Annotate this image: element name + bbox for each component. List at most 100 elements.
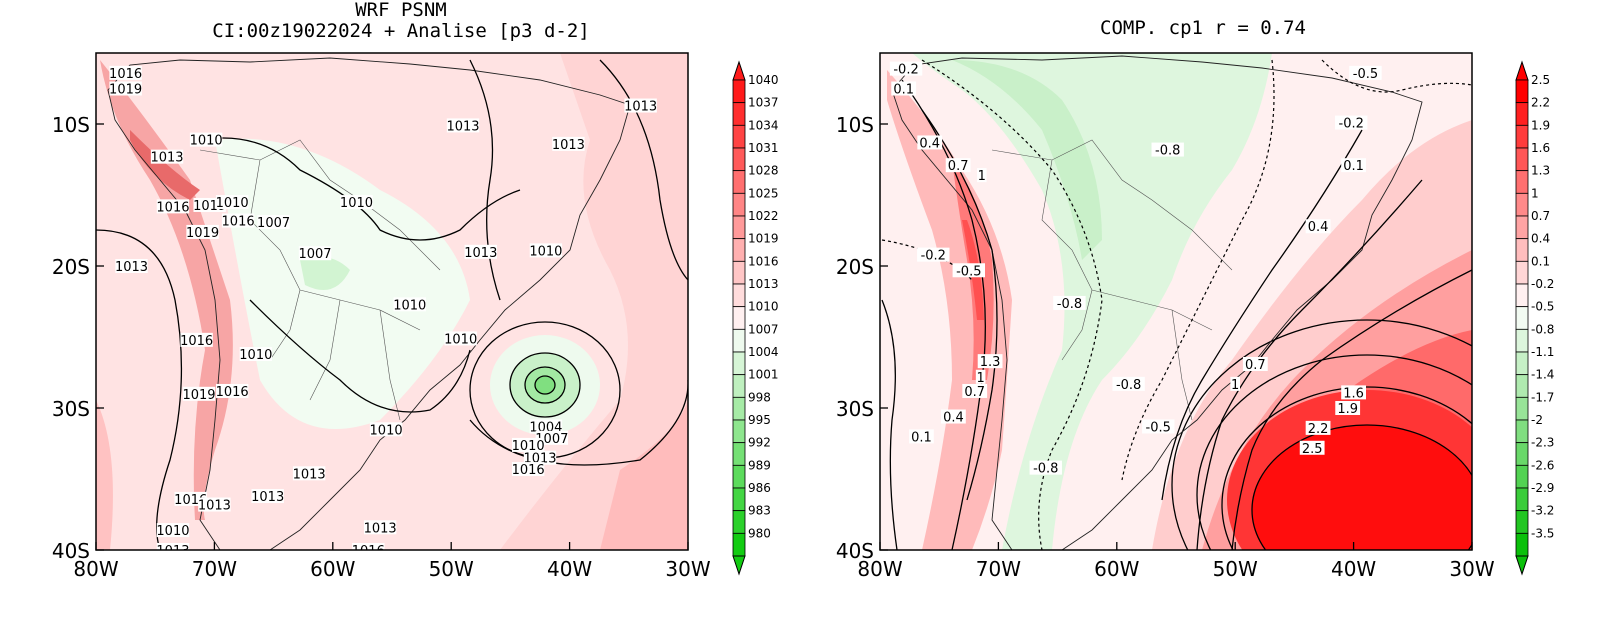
left-contour-label: 1013 bbox=[464, 244, 497, 261]
right-negative-core bbox=[952, 60, 1102, 260]
right-contour-label: -0.2 bbox=[917, 247, 950, 264]
right-colorbar-label: -3.2 bbox=[1531, 504, 1554, 518]
right-colorbar-label: 2.2 bbox=[1531, 96, 1550, 110]
left-colorbar-swatch bbox=[732, 374, 746, 398]
left-contour-label: 1010 bbox=[216, 195, 249, 211]
right-x-tick-label: 60W bbox=[1094, 557, 1139, 581]
right-colorbar-label: -0.8 bbox=[1531, 322, 1554, 336]
left-contour-label: 1019 bbox=[186, 224, 219, 241]
right-colorbar-label: 1.6 bbox=[1531, 141, 1550, 155]
right-colorbar-label: 2.5 bbox=[1531, 73, 1550, 87]
left-contour-1010-south bbox=[249, 299, 471, 413]
left-colorbar-label: 1037 bbox=[748, 96, 779, 110]
right-colorbar-label: 1.3 bbox=[1531, 164, 1550, 178]
right-contour-label: 0.7 bbox=[962, 383, 988, 400]
left-colorbar-label: 1004 bbox=[748, 345, 779, 359]
left-x-tick-label: 40W bbox=[547, 557, 592, 581]
left-colorbar-label: 1019 bbox=[748, 232, 779, 246]
left-contour-label: 1016 bbox=[216, 383, 249, 400]
right-contour-label-text: -0.8 bbox=[1057, 297, 1082, 312]
right-contour-label: 1.3 bbox=[977, 354, 1003, 370]
right-colorbar-swatch bbox=[1515, 532, 1529, 557]
right-y-tick-label: 40S bbox=[836, 539, 874, 563]
left-contour-label: 1016 bbox=[222, 213, 255, 230]
left-colorbar-label: 995 bbox=[748, 413, 771, 427]
left-colorbar-label: 986 bbox=[748, 481, 771, 495]
left-colorbar-swatch bbox=[732, 79, 746, 104]
right-contour-label: 0.4 bbox=[917, 135, 943, 151]
right-contour-label: -0.2 bbox=[889, 61, 923, 78]
left-contour-label: 1010 bbox=[444, 331, 477, 347]
left-contour-label: 1013 bbox=[150, 149, 184, 166]
left-colorbar-swatch bbox=[732, 396, 746, 421]
right-colorbar-swatch bbox=[1515, 102, 1529, 126]
right-contour-label: -0.5 bbox=[952, 263, 985, 279]
right-x-tick-label: 50W bbox=[1213, 557, 1258, 581]
left-colorbar-label: 983 bbox=[748, 504, 771, 518]
right-colorbar-label: -2 bbox=[1531, 413, 1543, 427]
left-colorbar-label: 989 bbox=[748, 458, 771, 472]
right-colorbar-label: -2.9 bbox=[1531, 481, 1554, 495]
right-contour-neg-0.5-east bbox=[1121, 59, 1275, 481]
left-contour-label: 1013 bbox=[293, 466, 326, 482]
left-map-panel: WRF PSNM CI:00z19022024 + Analise [p3 d-… bbox=[52, 0, 779, 581]
right-contour-label: 0.7 bbox=[1242, 356, 1268, 373]
right-contour-label: 0.1 bbox=[1341, 158, 1366, 174]
left-contour-1016 bbox=[469, 380, 688, 466]
left-contour-label-text: 1013 bbox=[150, 151, 183, 166]
right-y-tick-label: 10S bbox=[836, 113, 874, 137]
left-contour-label-text: 1013 bbox=[552, 138, 585, 153]
left-x-tick-label: 60W bbox=[310, 557, 355, 581]
left-colorbar-swatch bbox=[732, 192, 746, 217]
left-contour-label: 1013 bbox=[198, 497, 231, 514]
left-contour-label-text: 1013 bbox=[251, 490, 284, 505]
left-colorbar-swatch bbox=[732, 215, 746, 240]
right-colorbar-label: 0.7 bbox=[1531, 209, 1550, 223]
right-contour-label: 1.6 bbox=[1341, 385, 1366, 401]
left-contour-label-text: 1010 bbox=[156, 524, 189, 539]
left-colorbar-label: 1016 bbox=[748, 254, 779, 268]
left-contour-label: 1010 bbox=[512, 437, 545, 454]
left-ocean-field bbox=[500, 53, 688, 550]
left-colorbar-label: 1028 bbox=[748, 164, 779, 178]
right-y-tick-label: 20S bbox=[836, 255, 874, 279]
left-cyclone-core bbox=[534, 375, 556, 395]
left-contour-label-text: 1010 bbox=[216, 196, 249, 211]
left-1007-region bbox=[300, 256, 350, 290]
left-borders bbox=[199, 139, 441, 421]
left-contour-label-text: 1010 bbox=[370, 423, 403, 438]
right-contour-label-text: 0.7 bbox=[964, 385, 985, 400]
left-contour-label-text: 1010 bbox=[529, 244, 562, 259]
left-continent-low-field bbox=[215, 138, 470, 430]
right-contour-label-text: 0.1 bbox=[1343, 159, 1364, 174]
right-colorbar-label: -1.1 bbox=[1531, 345, 1554, 359]
right-colorbar-label: 1 bbox=[1531, 186, 1539, 200]
left-contour-label: 1010 bbox=[340, 195, 373, 211]
left-y-tick-label: 20S bbox=[52, 255, 90, 279]
left-colorbar-max-arrow bbox=[732, 60, 746, 81]
right-contour-label-text: 0.7 bbox=[1245, 358, 1266, 373]
right-colorbar: 2.5 2.2 1.9 1.6 1.3 1 0.7 0.4 0.1 -0.2 -0.5 -0.8 -1.… bbox=[1515, 60, 1554, 576]
left-colorbar-swatch bbox=[732, 170, 746, 194]
left-x-tick-label: 70W bbox=[192, 557, 237, 581]
left-contour-label: 1016 bbox=[512, 462, 545, 478]
right-colorbar-swatch bbox=[1515, 306, 1529, 330]
right-contour-label: 1 bbox=[1230, 376, 1240, 393]
right-colorbar-label: 0.4 bbox=[1531, 232, 1550, 246]
right-contour-label: 0.1 bbox=[891, 81, 917, 98]
left-andes-field bbox=[100, 60, 233, 520]
right-colorbar-swatch bbox=[1515, 170, 1529, 194]
left-contour-label-text: 1013 bbox=[624, 100, 657, 115]
right-contour-label-text: 0.4 bbox=[919, 136, 940, 151]
right-contour-label-text: -0.5 bbox=[1146, 420, 1171, 435]
right-colorbar-label: 1.9 bbox=[1531, 118, 1550, 132]
right-contour-label-text: -0.5 bbox=[1353, 67, 1378, 82]
left-contour-label: 1019 bbox=[109, 81, 142, 98]
right-colorbar-swatch bbox=[1515, 238, 1529, 262]
right-colorbar-swatch bbox=[1515, 147, 1529, 172]
right-contour-pos-0.7 bbox=[921, 109, 998, 501]
right-contour-label-text: -0.8 bbox=[1155, 144, 1180, 159]
right-contour-label: 2.2 bbox=[1305, 420, 1331, 437]
right-contour-pos-0.1-east bbox=[1161, 129, 1363, 501]
left-colorbar-swatch bbox=[732, 351, 746, 376]
